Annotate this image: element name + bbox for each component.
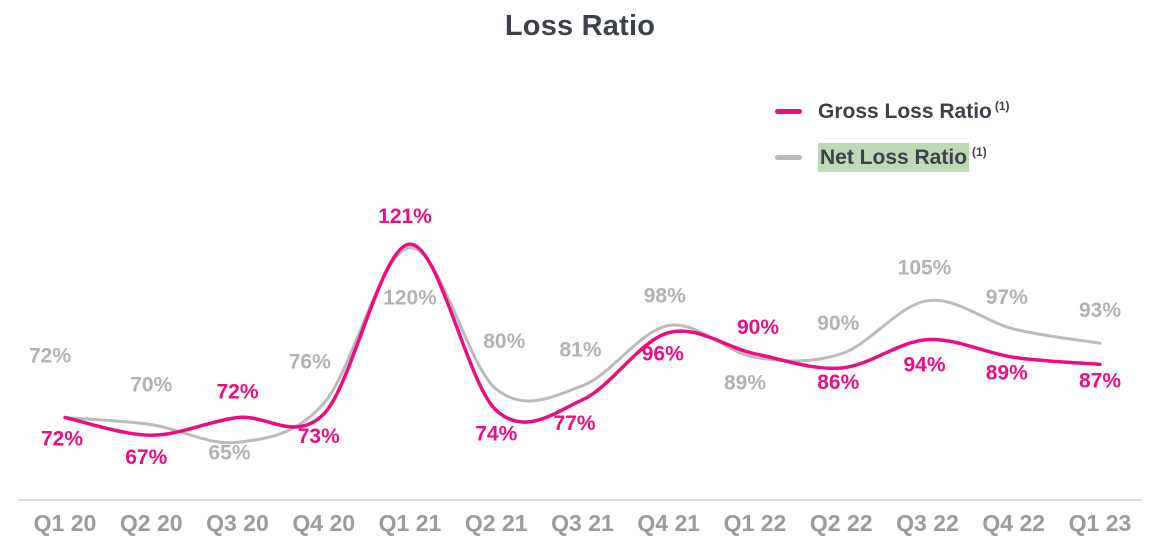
data-label: 73% [298, 425, 340, 448]
x-axis-label: Q1 23 [1069, 510, 1132, 536]
x-axis-label: Q2 20 [120, 510, 183, 536]
x-axis-label: Q2 22 [810, 510, 873, 536]
data-label: 81% [559, 339, 601, 362]
net-loss-ratio-line [63, 246, 1102, 445]
chart-title: Loss Ratio [504, 10, 656, 42]
gross-legend-label-text: Gross Loss Ratio [818, 100, 992, 123]
data-label: 98% [644, 284, 686, 307]
data-label: 70% [130, 374, 172, 397]
x-axis-label: Q3 21 [551, 510, 614, 536]
data-label: 93% [1079, 299, 1121, 322]
data-label: 74% [475, 422, 517, 445]
data-label: 72% [29, 345, 71, 368]
x-axis-label: Q2 21 [465, 510, 528, 536]
x-axis-label: Q1 21 [379, 510, 442, 536]
data-label: 86% [817, 371, 859, 394]
data-label: 105% [898, 257, 952, 280]
gross-legend-label: Gross Loss Ratio (1) [818, 100, 1010, 122]
x-axis-label: Q4 20 [292, 510, 355, 536]
gross-footnote-marker: (1) [994, 99, 1010, 113]
data-label: 67% [125, 446, 167, 469]
x-axis-label: Q4 21 [637, 510, 700, 536]
data-label: 89% [724, 371, 766, 394]
legend-item-gross-loss-ratio[interactable]: Gross Loss Ratio (1) [775, 100, 1010, 122]
gross-series-swatch [775, 108, 802, 114]
data-label: 76% [289, 350, 331, 373]
data-label: 80% [483, 330, 525, 353]
data-label: 77% [553, 412, 595, 435]
data-label: 87% [1079, 369, 1121, 392]
data-label: 97% [986, 286, 1028, 309]
legend: Gross Loss Ratio (1) Net Loss Ratio (1) [775, 100, 1010, 172]
net-footnote-marker: (1) [972, 145, 987, 159]
net-series-swatch [775, 154, 802, 160]
net-legend-label: Net Loss Ratio (1) [818, 143, 987, 172]
legend-item-net-loss-ratio[interactable]: Net Loss Ratio (1) [775, 143, 1010, 172]
data-label: 121% [378, 205, 432, 228]
data-label: 94% [903, 354, 945, 377]
x-axis-label: Q1 20 [34, 510, 97, 536]
net-legend-label-text: Net Loss Ratio [818, 143, 970, 172]
data-label: 96% [642, 343, 684, 366]
data-label: 90% [817, 312, 859, 335]
data-label: 120% [383, 287, 437, 310]
data-label: 72% [216, 381, 258, 404]
x-axis-label: Q1 22 [724, 510, 787, 536]
x-axis-label: Q3 22 [896, 510, 959, 536]
data-label: 65% [208, 441, 250, 464]
x-axis-label: Q3 20 [206, 510, 269, 536]
data-label: 89% [986, 361, 1028, 384]
data-label: 90% [737, 316, 779, 339]
x-axis-label: Q4 22 [982, 510, 1045, 536]
data-label: 72% [41, 428, 83, 451]
gross-loss-ratio-line [63, 242, 1102, 437]
